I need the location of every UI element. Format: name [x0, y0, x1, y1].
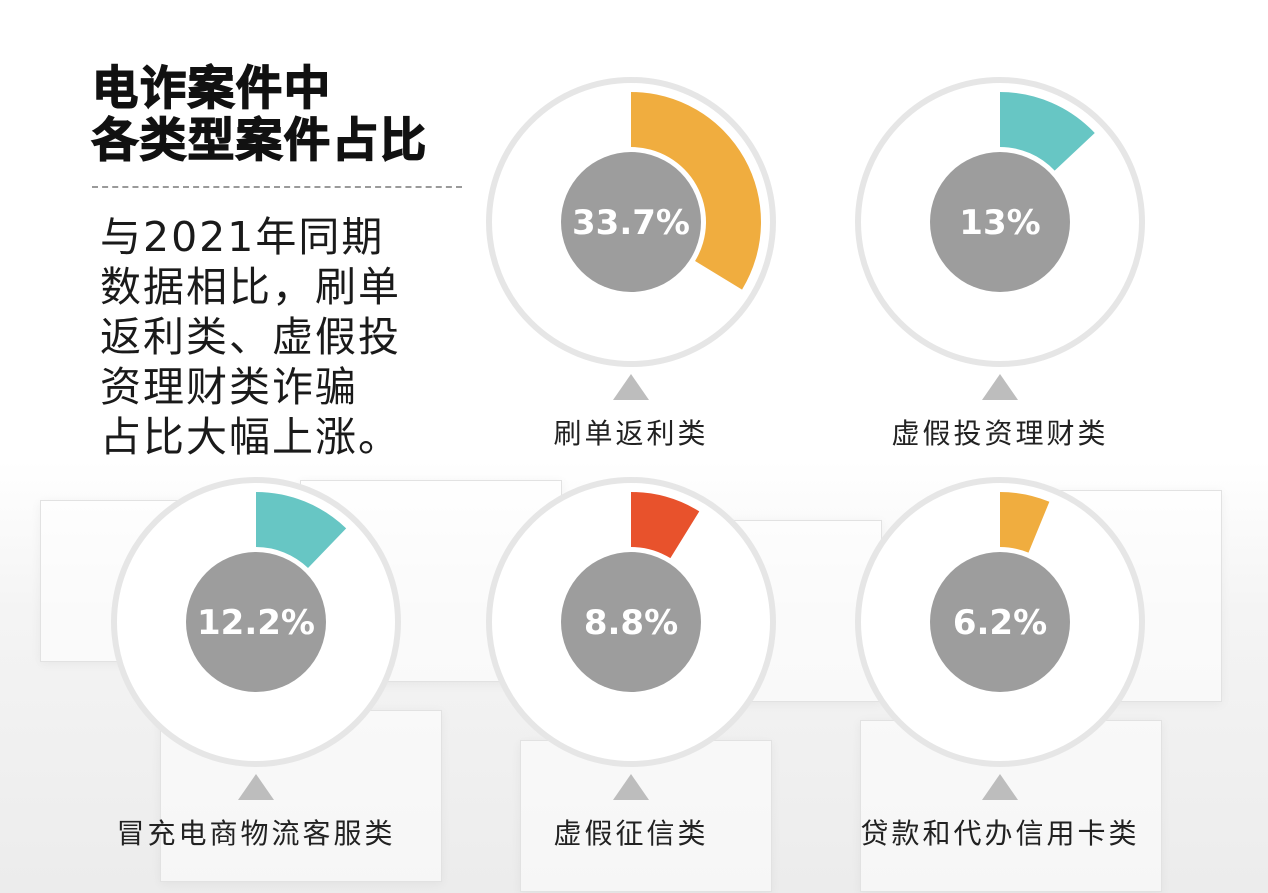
donut-core: [930, 152, 1070, 292]
donut-core: [561, 552, 701, 692]
pointer-triangle: [982, 774, 1018, 800]
donut-core: [930, 552, 1070, 692]
donut-value-arc: [631, 492, 700, 559]
summary-text: 与2021年同期 数据相比，刷单 返利类、虚假投 资理财类诈骗 占比大幅上涨。: [100, 213, 401, 461]
pointer-triangle: [238, 774, 274, 800]
pointer-triangle: [982, 374, 1018, 400]
page-title: 电诈案件中 各类型案件占比: [91, 61, 428, 167]
category-label: 冒充电商物流客服类: [116, 817, 395, 850]
donut-value-arc: [256, 492, 347, 568]
pointer-triangle: [613, 374, 649, 400]
donut-value-arc: [631, 92, 761, 290]
category-label: 虚假投资理财类: [891, 417, 1108, 450]
donut-percent-label: 6.2%: [953, 603, 1047, 643]
background-tile: [520, 740, 772, 892]
donut-percent-label: 8.8%: [584, 603, 678, 643]
category-label: 刷单返利类: [553, 417, 708, 450]
category-label: 贷款和代办信用卡类: [860, 817, 1139, 850]
donut-percent-label: 12.2%: [197, 603, 315, 643]
donut-value-arc: [1000, 92, 1095, 171]
category-label: 虚假征信类: [553, 817, 708, 850]
divider: [92, 186, 462, 188]
donut-percent-label: 33.7%: [572, 203, 690, 243]
donut-core: [186, 552, 326, 692]
donut-percent-label: 13%: [959, 203, 1040, 243]
pointer-triangle: [613, 774, 649, 800]
donut-value-arc: [1000, 492, 1050, 553]
donut-core: [561, 152, 701, 292]
